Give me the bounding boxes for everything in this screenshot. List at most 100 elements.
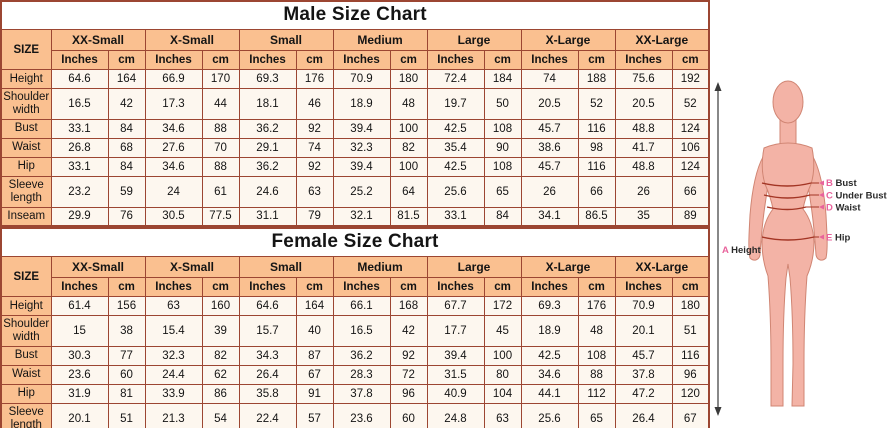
inches-value-cell: 20.5 xyxy=(520,88,579,120)
cm-value-cell: 112 xyxy=(577,383,616,404)
cm-value-cell: 84 xyxy=(483,206,522,227)
inches-value-cell: 28.3 xyxy=(332,364,391,385)
inches-value-cell: 64.6 xyxy=(238,296,297,316)
cm-value-cell: 63 xyxy=(295,175,334,208)
size-header-cell: Medium xyxy=(332,29,428,51)
inches-header-cell: Inches xyxy=(332,50,391,70)
inches-value-cell: 33.1 xyxy=(426,206,485,227)
inches-value-cell: 33.1 xyxy=(50,156,109,177)
inches-value-cell: 38.6 xyxy=(520,137,579,158)
inches-value-cell: 21.3 xyxy=(144,402,203,428)
inches-value-cell: 37.8 xyxy=(614,364,673,385)
cm-header-cell: cm xyxy=(671,50,710,70)
inches-value-cell: 32.1 xyxy=(332,206,391,227)
cm-value-cell: 86 xyxy=(201,383,240,404)
cm-value-cell: 45 xyxy=(483,315,522,347)
cm-value-cell: 44 xyxy=(201,88,240,120)
cm-value-cell: 77.5 xyxy=(201,206,240,227)
cm-value-cell: 42 xyxy=(107,88,146,120)
cm-value-cell: 176 xyxy=(295,69,334,89)
cm-value-cell: 67 xyxy=(671,402,710,428)
row-label-cell: Shoulder width xyxy=(0,315,52,347)
cm-value-cell: 180 xyxy=(671,296,710,316)
inches-value-cell: 24.8 xyxy=(426,402,485,428)
cm-value-cell: 80 xyxy=(483,364,522,385)
inches-value-cell: 26 xyxy=(614,175,673,208)
cm-value-cell: 48 xyxy=(389,88,428,120)
cm-header-cell: cm xyxy=(107,50,146,70)
cm-value-cell: 100 xyxy=(389,118,428,139)
cm-value-cell: 50 xyxy=(483,88,522,120)
cm-value-cell: 180 xyxy=(389,69,428,89)
inches-value-cell: 16.5 xyxy=(332,315,391,347)
row-label-cell: Hip xyxy=(0,383,52,404)
cm-header-cell: cm xyxy=(295,277,334,297)
cm-value-cell: 96 xyxy=(671,364,710,385)
inches-value-cell: 30.3 xyxy=(50,345,109,366)
cm-value-cell: 74 xyxy=(295,137,334,158)
body-silhouette xyxy=(761,142,815,407)
size-corner-cell: SIZE xyxy=(0,256,52,297)
inches-value-cell: 33.1 xyxy=(50,118,109,139)
cm-value-cell: 79 xyxy=(295,206,334,227)
cm-header-cell: cm xyxy=(107,277,146,297)
inches-value-cell: 32.3 xyxy=(144,345,203,366)
height-arrow-top-icon xyxy=(714,82,722,91)
inches-header-cell: Inches xyxy=(426,50,485,70)
cm-value-cell: 66 xyxy=(577,175,616,208)
inches-value-cell: 36.2 xyxy=(332,345,391,366)
measurement-row: Shoulder width 16.5 42 17.3 44 18.1 46 18.9 48 19… xyxy=(0,88,710,120)
cm-value-cell: 82 xyxy=(389,137,428,158)
underbust-label-arrow-icon xyxy=(819,192,824,198)
size-header-cell: XX-Small xyxy=(50,256,146,278)
size-corner-cell: SIZE xyxy=(0,29,52,70)
size-header-cell: X-Large xyxy=(520,29,616,51)
inches-value-cell: 25.2 xyxy=(332,175,391,208)
inches-value-cell: 48.8 xyxy=(614,118,673,139)
inches-value-cell: 20.5 xyxy=(614,88,673,120)
cm-header-cell: cm xyxy=(483,50,522,70)
measurement-row: Height 61.4 156 63 160 64.6 164 66.1 168 67.7 172 6… xyxy=(0,296,710,316)
inches-value-cell: 41.7 xyxy=(614,137,673,158)
inches-header-cell: Inches xyxy=(614,277,673,297)
measurement-row: Hip 33.1 84 34.6 88 36.2 92 39.4 100 42.5 108 45.7 1… xyxy=(0,156,710,177)
cm-value-cell: 81 xyxy=(107,383,146,404)
measurement-row: Hip 31.9 81 33.9 86 35.8 91 37.8 96 40.9 104 44.1 11… xyxy=(0,383,710,404)
underbust-measure-line xyxy=(763,194,811,199)
cm-value-cell: 116 xyxy=(577,118,616,139)
inches-value-cell: 42.5 xyxy=(426,156,485,177)
inches-value-cell: 69.3 xyxy=(520,296,579,316)
inches-value-cell: 63 xyxy=(144,296,203,316)
measurement-row: Inseam 29.9 76 30.5 77.5 31.1 79 32.1 81.5 33.1 84… xyxy=(0,206,710,227)
inches-value-cell: 19.7 xyxy=(426,88,485,120)
inches-value-cell: 75.6 xyxy=(614,69,673,89)
size-header-row: SIZE XX-Small X-Small Small Medium Large X-Lar… xyxy=(0,256,710,297)
measure-label-bust: B Bust xyxy=(826,178,857,189)
cm-value-cell: 104 xyxy=(483,383,522,404)
inches-header-cell: Inches xyxy=(332,277,391,297)
hip-label-arrow-icon xyxy=(819,234,824,240)
cm-value-cell: 38 xyxy=(107,315,146,347)
cm-header-cell: cm xyxy=(483,277,522,297)
inches-value-cell: 22.4 xyxy=(238,402,297,428)
cm-value-cell: 64 xyxy=(389,175,428,208)
inches-value-cell: 39.4 xyxy=(332,118,391,139)
size-header-cell: Large xyxy=(426,29,522,51)
inches-value-cell: 20.1 xyxy=(50,402,109,428)
cm-value-cell: 106 xyxy=(671,137,710,158)
cm-value-cell: 164 xyxy=(107,69,146,89)
inches-value-cell: 18.9 xyxy=(520,315,579,347)
cm-value-cell: 84 xyxy=(107,156,146,177)
row-label-cell: Height xyxy=(0,69,52,89)
measurement-row: Shoulder width 15 38 15.4 39 15.7 40 16.5 42 17.7… xyxy=(0,315,710,347)
inches-value-cell: 42.5 xyxy=(520,345,579,366)
cm-value-cell: 88 xyxy=(201,118,240,139)
bust-measure-line xyxy=(761,182,812,187)
measurement-row: Waist 26.8 68 27.6 70 29.1 74 32.3 82 35.4 90 38.6 9… xyxy=(0,137,710,158)
measurement-row: Height 64.6 164 66.9 170 69.3 176 70.9 180 72.4 18… xyxy=(0,69,710,89)
cm-value-cell: 108 xyxy=(577,345,616,366)
inches-value-cell: 29.1 xyxy=(238,137,297,158)
size-header-cell: X-Small xyxy=(144,29,240,51)
